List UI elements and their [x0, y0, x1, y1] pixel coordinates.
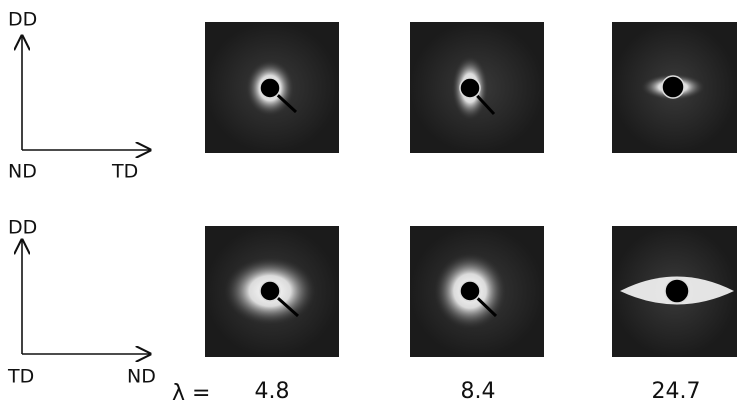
axis-label: DD — [8, 9, 37, 31]
scattering-pattern — [205, 22, 339, 153]
figure: DD ND TD DD TD ND λ = 4.8 8.4 — [0, 0, 737, 415]
lambda-value: 4.8 — [255, 379, 290, 404]
axes-diagram — [22, 36, 150, 354]
lambda-value: 8.4 — [461, 379, 496, 404]
scattering-pattern — [612, 22, 737, 153]
axis-label: ND — [127, 366, 156, 388]
scattering-pattern — [205, 226, 339, 357]
scattering-pattern — [612, 226, 737, 357]
axis-label: TD — [7, 366, 34, 388]
lambda-value: 24.7 — [652, 379, 701, 404]
scattering-pattern — [410, 22, 544, 153]
axis-label: DD — [8, 217, 37, 239]
axis-label: TD — [111, 161, 138, 183]
page: DD ND TD DD TD ND λ = 4.8 8.4 — [0, 0, 737, 415]
scattering-pattern — [410, 226, 544, 357]
lambda-label: λ = — [172, 381, 210, 406]
axis-label: ND — [8, 161, 37, 183]
